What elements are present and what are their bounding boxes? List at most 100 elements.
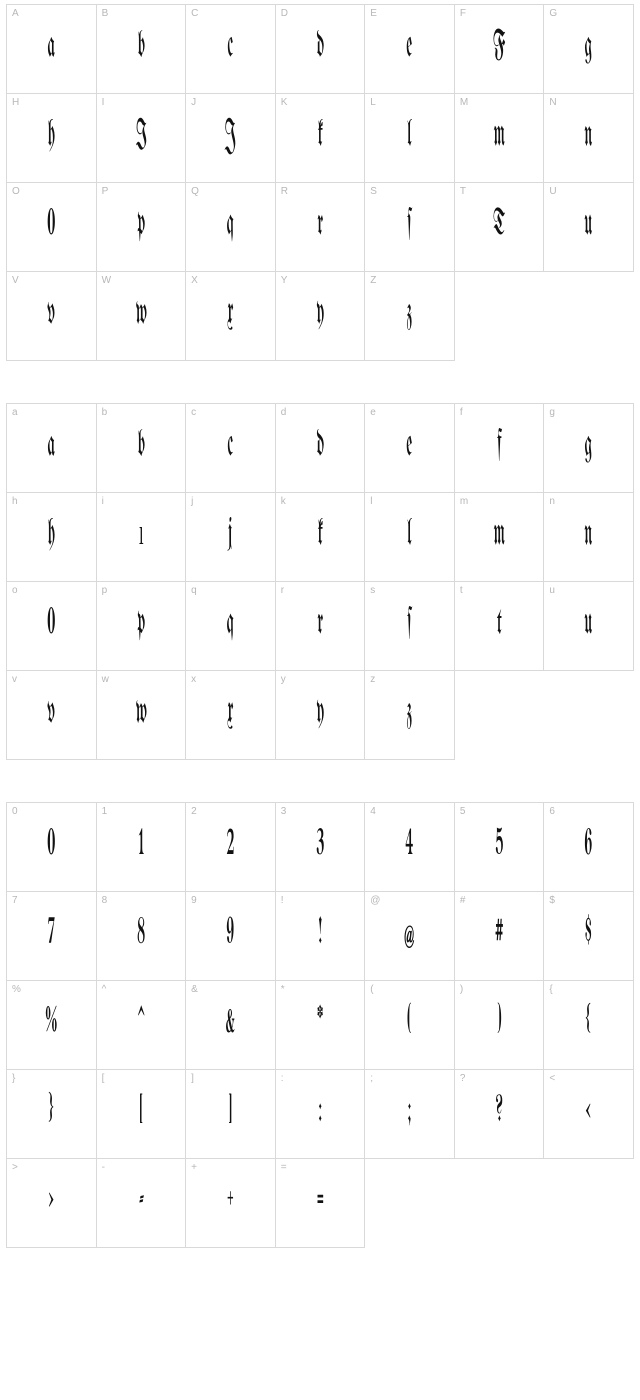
glyph-cell: Aa	[7, 5, 97, 94]
glyph-cell: ((	[365, 981, 455, 1070]
cell-label: !	[281, 895, 284, 906]
cell-glyph: n	[564, 116, 613, 154]
cell-glyph: :	[296, 1092, 345, 1130]
section-lowercase: aabbccddeeffgghhiıjjkkllmmnno0ppqqrrsſtt…	[6, 403, 634, 760]
cell-label: B	[102, 8, 109, 19]
cell-glyph: ›	[27, 1181, 76, 1219]
glyph-cell: yy	[276, 671, 366, 760]
cell-label: H	[12, 97, 19, 108]
glyph-cell: ll	[365, 493, 455, 582]
glyph-cell: ))	[455, 981, 545, 1070]
cell-glyph: (	[385, 1003, 434, 1041]
cell-label: f	[460, 407, 463, 418]
glyph-cell: ==	[276, 1159, 366, 1248]
cell-label: i	[102, 496, 104, 507]
glyph-cell: --	[97, 1159, 187, 1248]
cell-glyph: ſ	[385, 205, 434, 243]
glyph-cell: Yy	[276, 272, 366, 361]
glyph-cell: Xx	[186, 272, 276, 361]
cell-glyph: ?	[475, 1092, 524, 1130]
cell-label: d	[281, 407, 287, 418]
cell-label: C	[191, 8, 198, 19]
glyph-cell: ;;	[365, 1070, 455, 1159]
cell-label: %	[12, 984, 21, 995]
cell-glyph: +	[206, 1181, 255, 1219]
glyph-cell: mm	[455, 493, 545, 582]
glyph-cell: $$	[544, 892, 634, 981]
glyph-cell: ??	[455, 1070, 545, 1159]
cell-glyph: b	[116, 27, 165, 65]
glyph-cell: 33	[276, 803, 366, 892]
cell-label: s	[370, 585, 375, 596]
glyph-cell: rr	[276, 582, 366, 671]
cell-glyph: -	[116, 1181, 165, 1219]
glyph-cell: xx	[186, 671, 276, 760]
cell-label: u	[549, 585, 555, 596]
glyph-cell: FF	[455, 5, 545, 94]
glyph-cell: uu	[544, 582, 634, 671]
glyph-cell: 77	[7, 892, 97, 981]
glyph-cell: @@	[365, 892, 455, 981]
cell-label: 5	[460, 806, 466, 817]
cell-label: z	[370, 674, 375, 685]
cell-glyph: v	[27, 294, 76, 332]
cell-label: v	[12, 674, 17, 685]
cell-glyph: 7	[27, 914, 76, 952]
cell-label: $	[549, 895, 555, 906]
cell-glyph: x	[206, 294, 255, 332]
glyph-cell: nn	[544, 493, 634, 582]
cell-label: 0	[12, 806, 18, 817]
glyph-cell: sſ	[365, 582, 455, 671]
cell-label: 1	[102, 806, 108, 817]
cell-label: e	[370, 407, 376, 418]
empty-cell	[544, 1159, 634, 1248]
cell-label: t	[460, 585, 463, 596]
glyph-cell: pp	[97, 582, 187, 671]
glyph-cell: Mm	[455, 94, 545, 183]
cell-label: g	[549, 407, 555, 418]
glyph-cell: II	[97, 94, 187, 183]
cell-label: X	[191, 275, 198, 286]
glyph-cell: Uu	[544, 183, 634, 272]
glyph-cell: bb	[97, 404, 187, 493]
cell-label: b	[102, 407, 108, 418]
glyph-cell: dd	[276, 404, 366, 493]
glyph-cell: Qq	[186, 183, 276, 272]
glyph-cell: cc	[186, 404, 276, 493]
cell-label: o	[12, 585, 18, 596]
glyph-cell: Vv	[7, 272, 97, 361]
cell-glyph: *	[296, 1003, 345, 1041]
cell-label: l	[370, 496, 372, 507]
cell-label: W	[102, 275, 111, 286]
glyph-cell: Zz	[365, 272, 455, 361]
cell-label: j	[191, 496, 193, 507]
empty-cell	[544, 272, 634, 361]
glyph-cell: qq	[186, 582, 276, 671]
cell-glyph: ſ	[385, 604, 434, 642]
cell-label: &	[191, 984, 198, 995]
glyph-cell: >›	[7, 1159, 97, 1248]
cell-glyph: [	[116, 1092, 165, 1130]
cell-glyph: )	[475, 1003, 524, 1041]
cell-label: 4	[370, 806, 376, 817]
cell-label: ;	[370, 1073, 373, 1084]
cell-glyph: 9	[206, 914, 255, 952]
cell-label: D	[281, 8, 288, 19]
cell-glyph: ^	[116, 1003, 165, 1041]
cell-glyph: u	[564, 604, 613, 642]
cell-glyph: f	[475, 426, 524, 464]
glyph-cell: Ww	[97, 272, 187, 361]
cell-label: y	[281, 674, 286, 685]
grid-uppercase: AaBbCcDdEeFFGgHhIIJJKkLlMmNnO0PpQqRrSſTT…	[6, 4, 634, 361]
cell-glyph: 1	[116, 825, 165, 863]
glyph-cell: vv	[7, 671, 97, 760]
cell-glyph: =	[296, 1181, 345, 1219]
cell-glyph: ;	[385, 1092, 434, 1130]
cell-glyph: T	[475, 205, 524, 243]
cell-label: 9	[191, 895, 197, 906]
cell-label: [	[102, 1073, 105, 1084]
cell-glyph: 3	[296, 825, 345, 863]
section-numsym: 00112233445566778899!!@@##$$%%^^&&**(())…	[6, 802, 634, 1248]
cell-glyph: m	[475, 116, 524, 154]
cell-glyph: w	[116, 294, 165, 332]
